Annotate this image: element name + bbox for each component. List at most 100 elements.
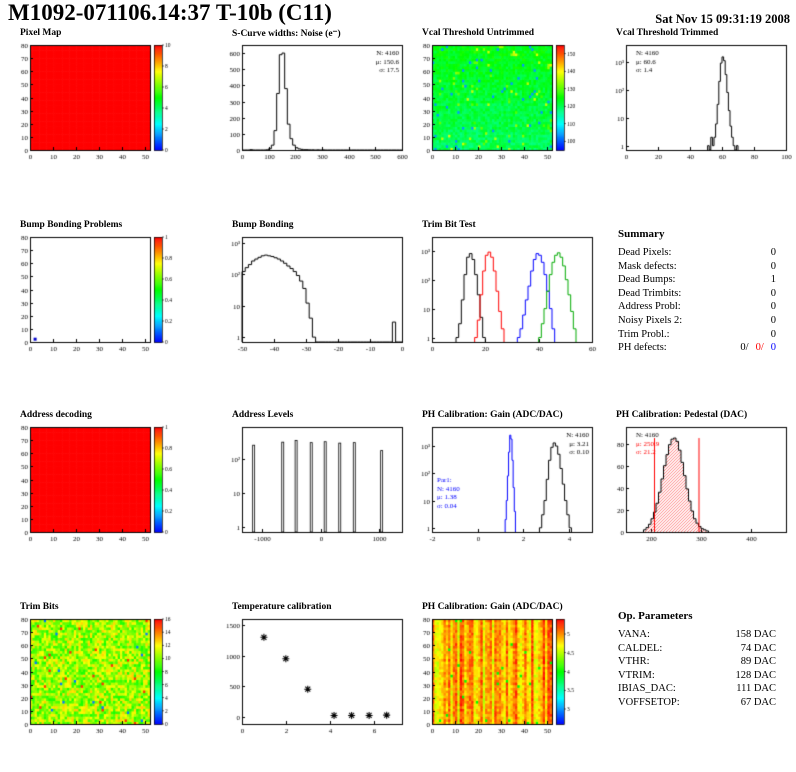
op-label: VTRIM: [618, 669, 655, 681]
address-decoding-canvas [4, 422, 196, 552]
op-value-part: 89 DAC [740, 656, 776, 668]
ph-gain-map-title: PH Calibration: Gain (ADC/DAC) [422, 602, 563, 612]
op-label-row: VTRIM: 128 DAC [618, 669, 776, 683]
panel-trim-bits: Trim Bits [4, 602, 196, 746]
summary-label: Address Probl: [618, 301, 681, 313]
ph-pedestal-title: PH Calibration: Pedestal (DAC) [616, 410, 748, 420]
ph-gain-hist-title: PH Calibration: Gain (ADC/DAC) [422, 410, 563, 420]
op-label-row: VOFFSETOP: 67 DAC [618, 696, 776, 710]
panel-address-decoding: Address decoding [4, 410, 196, 554]
summary-value-part: 0 [770, 260, 776, 272]
summary-ph-defects-value-part: 0/ [755, 342, 764, 354]
panel-trim-bit-test: Trim Bit Test [406, 220, 598, 364]
op-label-row: VANA: 158 DAC [618, 628, 776, 642]
bump-bonding-title: Bump Bonding [232, 220, 294, 230]
summary-label-row: Mask defects: 0 [618, 260, 776, 274]
ph-gain-hist-canvas [406, 422, 598, 552]
pixel-map-canvas [4, 40, 196, 170]
summary-value-part: 0 [770, 314, 776, 326]
op-value-part: 74 DAC [740, 642, 776, 654]
panel-scurve-noise: S-Curve widths: Noise (e⁻) [216, 28, 408, 172]
op-value-part: 67 DAC [740, 696, 776, 708]
op-value-part: 158 DAC [735, 629, 776, 640]
op-value-part: 111 DAC [736, 683, 776, 695]
panel-vcal-untrimmed: Vcal Threshold Untrimmed [406, 28, 598, 172]
summary-label: Dead Pixels: [618, 247, 672, 258]
summary-value: 0 [771, 300, 776, 314]
vcal-trimmed-canvas [600, 40, 792, 170]
op-label-row: CALDEL: 74 DAC [618, 642, 776, 656]
ph-pedestal-canvas [600, 422, 792, 552]
op-label: IBIAS_DAC: [618, 683, 676, 695]
address-decoding-title: Address decoding [20, 410, 92, 420]
op-value: 89 DAC [741, 655, 776, 669]
scurve-noise-title: S-Curve widths: Noise (e⁻) [232, 29, 341, 39]
panel-pixel-map: Pixel Map [4, 28, 196, 172]
op-label: VTHR: [618, 656, 650, 668]
summary-label-row: Noisy Pixels 2: 0 [618, 314, 776, 328]
summary-list: Dead Pixels: 0 Mask defects: 0 Dead Bumps: 1 D… [618, 246, 776, 355]
summary-value: 0 [771, 314, 776, 328]
summary-label-row: Dead Pixels: 0 [618, 246, 776, 260]
summary-value-part: 0 [770, 328, 776, 340]
summary-value-part: 0 [770, 301, 776, 313]
panel-summary: Summary Dead Pixels: 0 Mask defects: 0 Dead … [600, 220, 776, 364]
summary-label: Dead Trimbits: [618, 287, 682, 299]
op-label: CALDEL: [618, 642, 663, 654]
summary-label-row: Address Probl: 0 [618, 300, 776, 314]
temperature-canvas [216, 614, 408, 744]
summary-value: 0 [771, 287, 776, 301]
pixel-map-title: Pixel Map [20, 28, 62, 38]
summary-value-part: 0 [770, 247, 776, 258]
summary-label: Noisy Pixels 2: [618, 314, 683, 326]
temperature-title: Temperature calibration [232, 602, 332, 612]
summary-label-row: Trim Probl.: 0 [618, 328, 776, 342]
panel-address-levels: Address Levels [216, 410, 408, 554]
summary-value: 0 [771, 328, 776, 342]
summary-value: 0 [771, 246, 776, 260]
summary-label-row: Dead Bumps: 1 [618, 273, 776, 287]
panel-vcal-trimmed: Vcal Threshold Trimmed [600, 28, 792, 172]
summary-label-row: Dead Trimbits: 0 [618, 287, 776, 301]
op-label-row: IBIAS_DAC: 111 DAC [618, 682, 776, 696]
op-value-part: 128 DAC [735, 669, 776, 681]
panel-temperature: Temperature calibration [216, 602, 408, 746]
trim-bit-test-title: Trim Bit Test [422, 220, 476, 230]
op-label-row: VTHR: 89 DAC [618, 655, 776, 669]
timestamp: Sat Nov 15 09:31:19 2008 [655, 12, 790, 26]
op-value: 67 DAC [741, 696, 776, 710]
vcal-trimmed-title: Vcal Threshold Trimmed [616, 28, 719, 38]
panel-ph-gain-map: PH Calibration: Gain (ADC/DAC) [406, 602, 598, 746]
summary-label: Mask defects: [618, 260, 677, 272]
summary-value: 1 [771, 273, 776, 287]
page-title: M1092-071106.14:37 T-10b (C11) [8, 0, 332, 25]
address-levels-title: Address Levels [232, 410, 294, 420]
summary-value-part: 0 [770, 287, 776, 299]
panel-op-parameters: Op. Parameters VANA: 158 DAC CALDEL: 74 DAC… [600, 602, 776, 746]
op-label: VOFFSETOP: [618, 696, 680, 708]
op-value: 111 DAC [736, 682, 776, 696]
bump-problems-canvas [4, 232, 196, 362]
summary-value-part: 1 [770, 274, 776, 286]
bump-bonding-canvas [216, 232, 408, 362]
summary-ph-defects-value: 0/0/0 [740, 341, 776, 355]
summary-label: Trim Probl.: [618, 328, 670, 340]
trim-bits-canvas [4, 614, 196, 744]
panel-bump-bonding: Bump Bonding [216, 220, 408, 364]
panel-bump-problems: Bump Bonding Problems [4, 220, 196, 364]
op-label: VANA: [618, 629, 650, 640]
bump-problems-title: Bump Bonding Problems [20, 220, 123, 230]
summary-ph-defects-label: PH defects: [618, 342, 667, 354]
trim-bit-test-canvas [406, 232, 598, 362]
vcal-untrimmed-canvas [406, 40, 598, 170]
trim-bits-title: Trim Bits [20, 602, 59, 612]
summary-label: Dead Bumps: [618, 274, 676, 286]
op-value: 158 DAC [735, 628, 776, 642]
ph-gain-map-canvas [406, 614, 598, 744]
panel-ph-pedestal: PH Calibration: Pedestal (DAC) [600, 410, 792, 554]
summary-ph-defects-value-part: 0/ [740, 342, 749, 354]
op-parameters-list: VANA: 158 DAC CALDEL: 74 DAC VTHR: 89 DAC VTRI… [618, 628, 776, 710]
summary-value: 0 [771, 260, 776, 274]
summary-ph-defects-label-row: PH defects: 0/0/0 [618, 341, 776, 355]
